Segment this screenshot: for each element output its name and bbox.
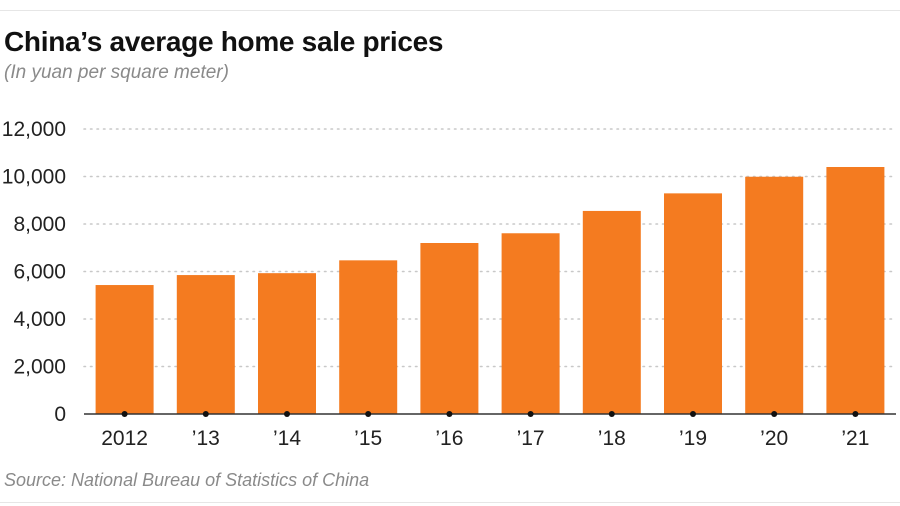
top-rule [0, 10, 900, 11]
bar [95, 285, 154, 414]
x-tick-label: ’19 [679, 427, 707, 450]
bar [420, 243, 479, 414]
x-tick-label: ’15 [354, 427, 382, 450]
x-tick-dot [365, 411, 372, 417]
x-tick-label: ’17 [517, 427, 545, 450]
x-tick-dot [202, 411, 209, 417]
chart-subtitle: (In yuan per square meter) [4, 62, 229, 83]
source-note: Source: National Bureau of Statistics of… [4, 470, 370, 490]
x-tick-dot [690, 411, 696, 417]
y-tick-label: 8,000 [13, 213, 66, 236]
x-tick-dot [771, 411, 778, 417]
y-tick-label: 2,000 [13, 356, 66, 379]
x-tick-dot [121, 411, 128, 417]
bar [501, 233, 560, 414]
x-tick-dot [284, 411, 290, 417]
x-tick-label: 2012 [101, 427, 148, 450]
x-tick-dot [608, 411, 615, 417]
x-tick-label: ’14 [273, 427, 301, 450]
bottom-rule [0, 502, 900, 503]
y-tick-label: 10,000 [2, 166, 66, 189]
x-tick-label: ’20 [760, 427, 788, 450]
x-tick-label: ’13 [192, 427, 220, 450]
bar [826, 167, 885, 414]
bar [582, 210, 641, 414]
y-tick-label: 6,000 [13, 261, 66, 284]
x-tick-label: ’18 [598, 427, 626, 450]
y-tick-label: 12,000 [2, 118, 66, 141]
x-tick-label: ’21 [841, 427, 869, 450]
x-tick-dot [446, 411, 453, 417]
y-tick-label: 0 [54, 403, 66, 426]
bar [339, 260, 398, 414]
bar [176, 275, 235, 414]
x-tick-label: ’16 [435, 427, 463, 450]
x-tick-dot [527, 411, 534, 417]
bar [664, 193, 722, 414]
chart-title: China’s average home sale prices [4, 26, 444, 57]
y-tick-label: 4,000 [13, 308, 66, 331]
bar [258, 273, 316, 414]
x-tick-dot [852, 411, 859, 417]
bar [745, 176, 804, 414]
